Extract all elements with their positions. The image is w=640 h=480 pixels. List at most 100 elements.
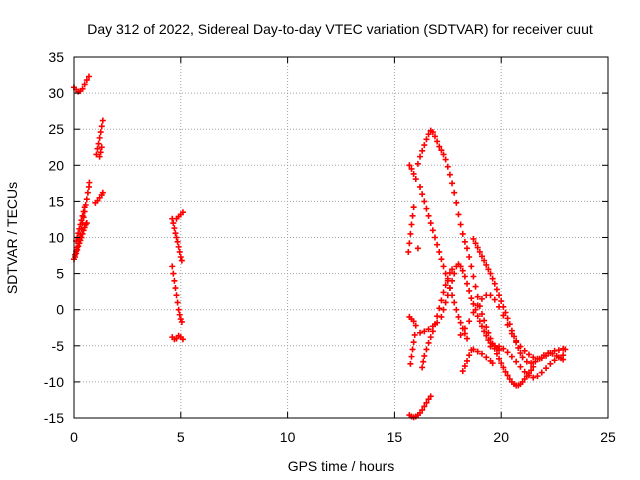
data-point bbox=[425, 212, 432, 219]
y-tick-label: 20 bbox=[48, 157, 64, 173]
data-point bbox=[440, 263, 447, 270]
data-point bbox=[446, 285, 453, 292]
data-point bbox=[420, 358, 427, 365]
data-point bbox=[498, 298, 505, 305]
data-point bbox=[472, 283, 479, 290]
data-point bbox=[408, 221, 415, 228]
data-point bbox=[408, 165, 415, 172]
data-point bbox=[80, 227, 87, 234]
data-point bbox=[431, 133, 438, 140]
y-tick-label: 5 bbox=[56, 266, 64, 282]
data-point bbox=[98, 123, 105, 130]
data-point bbox=[551, 357, 558, 364]
data-point bbox=[171, 225, 178, 232]
data-point bbox=[513, 337, 520, 344]
data-point bbox=[425, 339, 432, 346]
data-point bbox=[408, 353, 415, 360]
data-point bbox=[562, 346, 569, 353]
data-point bbox=[459, 230, 466, 237]
series-arc-p bbox=[419, 266, 456, 371]
data-point bbox=[86, 179, 93, 186]
x-axis-label: GPS time / hours bbox=[288, 458, 395, 474]
data-point bbox=[434, 138, 441, 145]
data-point bbox=[466, 352, 473, 359]
data-point bbox=[455, 211, 462, 218]
data-point bbox=[76, 240, 83, 247]
data-point bbox=[425, 326, 432, 333]
x-tick-label: 20 bbox=[493, 429, 509, 445]
data-point bbox=[427, 220, 434, 227]
data-point bbox=[519, 354, 526, 361]
data-point bbox=[431, 234, 438, 241]
data-point bbox=[409, 346, 416, 353]
data-point bbox=[530, 363, 537, 370]
data-point bbox=[481, 257, 488, 264]
y-tick-label: -10 bbox=[44, 374, 64, 390]
data-point bbox=[543, 352, 550, 359]
data-point bbox=[421, 328, 428, 335]
data-point bbox=[175, 306, 182, 313]
data-point bbox=[547, 350, 554, 357]
data-point bbox=[97, 149, 104, 156]
data-point bbox=[483, 332, 490, 339]
data-point bbox=[504, 349, 511, 356]
data-point bbox=[421, 198, 428, 205]
data-point bbox=[466, 318, 473, 325]
data-point bbox=[461, 363, 468, 370]
data-point bbox=[500, 364, 507, 371]
data-point bbox=[555, 347, 562, 354]
data-point bbox=[534, 373, 541, 380]
data-point bbox=[99, 189, 106, 196]
data-point bbox=[474, 293, 481, 300]
data-point bbox=[493, 286, 500, 293]
data-point bbox=[528, 367, 535, 374]
data-point bbox=[538, 355, 545, 362]
series-arc-o bbox=[417, 261, 503, 354]
data-point bbox=[417, 153, 424, 160]
data-point bbox=[464, 280, 471, 287]
data-point bbox=[421, 142, 428, 149]
data-point bbox=[177, 253, 184, 260]
data-point bbox=[504, 321, 511, 328]
data-point bbox=[478, 253, 485, 260]
data-point bbox=[407, 230, 414, 237]
data-point bbox=[173, 234, 180, 241]
data-point bbox=[407, 360, 414, 367]
data-point bbox=[98, 144, 105, 151]
data-point bbox=[453, 306, 460, 313]
data-point bbox=[421, 403, 428, 410]
data-point bbox=[438, 297, 445, 304]
data-point bbox=[476, 318, 483, 325]
data-point bbox=[521, 368, 528, 375]
series-arc-t bbox=[406, 393, 434, 421]
data-point bbox=[487, 270, 494, 277]
data-point bbox=[451, 299, 458, 306]
data-point bbox=[423, 346, 430, 353]
data-point bbox=[172, 230, 179, 237]
data-point bbox=[496, 355, 503, 362]
data-point bbox=[172, 285, 179, 292]
x-tick-label: 10 bbox=[280, 429, 296, 445]
y-tick-label: -5 bbox=[52, 338, 65, 354]
y-tick-label: 25 bbox=[48, 121, 64, 137]
data-point bbox=[77, 221, 84, 228]
data-point bbox=[491, 296, 498, 303]
x-tick-labels: 0 5 10 15 20 25 bbox=[70, 429, 616, 445]
data-point bbox=[417, 183, 424, 190]
data-point bbox=[502, 368, 509, 375]
data-point bbox=[444, 292, 451, 299]
data-point bbox=[442, 299, 449, 306]
data-point bbox=[444, 163, 451, 170]
data-point bbox=[419, 191, 426, 198]
data-point bbox=[453, 199, 460, 206]
data-point bbox=[419, 407, 426, 414]
data-point bbox=[79, 85, 86, 92]
data-point bbox=[410, 339, 417, 346]
y-axis-label: SDTVAR / TECUs bbox=[4, 182, 20, 294]
data-point bbox=[411, 331, 418, 338]
data-point bbox=[442, 282, 449, 289]
data-point bbox=[76, 225, 83, 232]
data-point bbox=[523, 358, 530, 365]
y-tick-labels: -15 -10 -5 0 5 10 15 20 25 30 35 bbox=[44, 49, 64, 426]
